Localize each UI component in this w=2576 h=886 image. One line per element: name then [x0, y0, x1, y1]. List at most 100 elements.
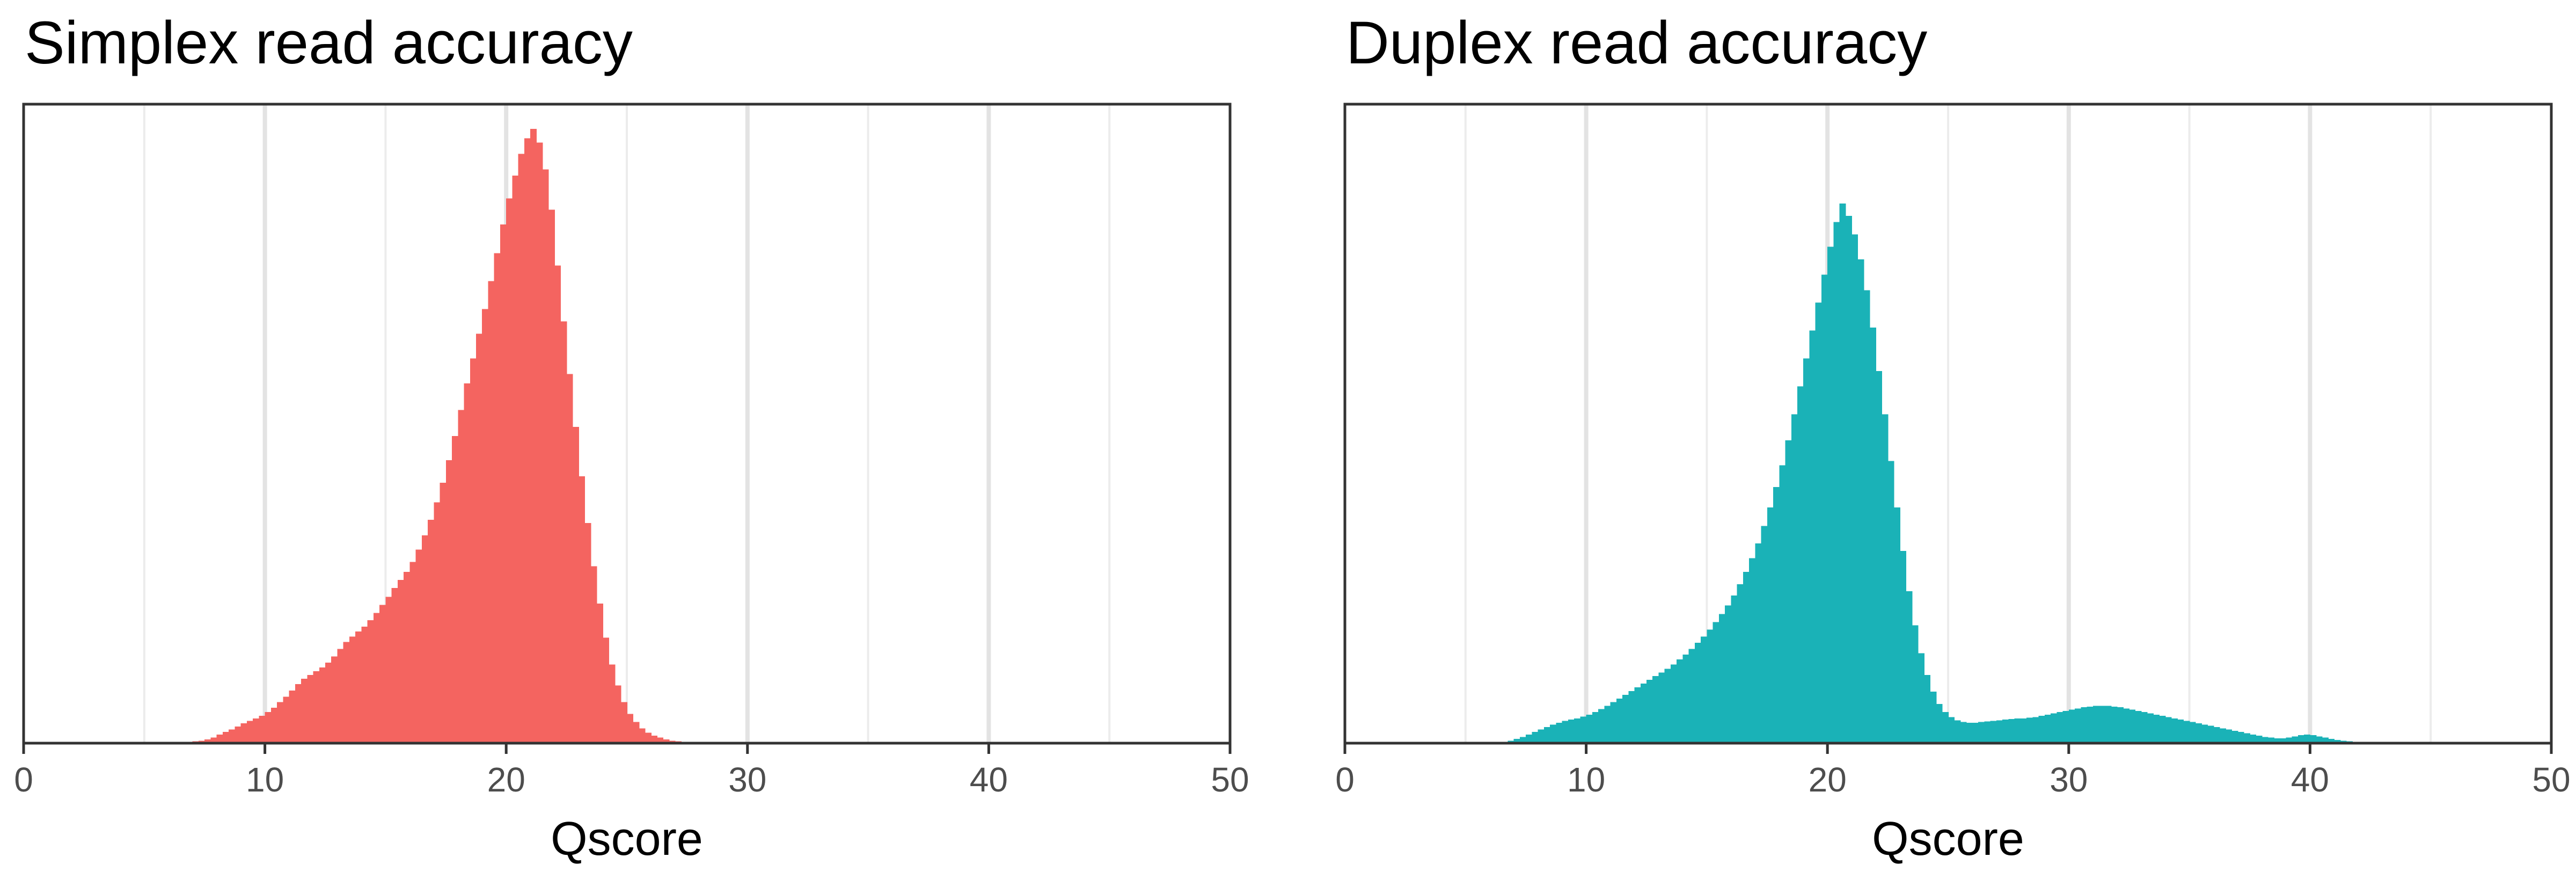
histogram-bar: [1538, 729, 1545, 743]
histogram-bar: [1797, 386, 1804, 743]
histogram-bar: [506, 198, 513, 743]
histogram-bar: [2123, 708, 2129, 743]
histogram-bar: [2237, 732, 2244, 743]
histogram-bar: [2201, 724, 2208, 743]
histogram-bar: [415, 549, 422, 743]
histogram-bar: [355, 631, 362, 743]
x-tick-label: 30: [2050, 760, 2088, 799]
histogram-bar: [1574, 718, 1581, 743]
histogram-bar: [1984, 721, 1991, 743]
histogram-bar: [1682, 654, 1689, 743]
histogram-bar: [2328, 738, 2335, 743]
histogram-bar: [639, 728, 646, 743]
histogram-bar: [1906, 591, 1913, 743]
histogram-bar: [2189, 722, 2196, 743]
histogram-bar: [1640, 684, 1647, 743]
histogram-bar: [1900, 550, 1907, 743]
histogram-bar: [1966, 722, 1973, 743]
histogram-bar: [1948, 717, 1955, 743]
histogram-bar: [222, 732, 229, 743]
x-tick-label: 40: [970, 760, 1008, 799]
histogram-bar: [1869, 327, 1876, 743]
histogram-bar: [307, 674, 314, 743]
histogram-bar: [1887, 461, 1894, 743]
histogram-bar: [1737, 584, 1744, 743]
histogram-bar: [343, 642, 350, 743]
histogram-bar: [2117, 707, 2124, 743]
histogram-bar: [2057, 712, 2063, 743]
histogram-bar: [1526, 734, 1533, 743]
histogram-bar: [566, 374, 573, 743]
x-tick-label: 50: [2532, 760, 2570, 799]
histogram-bar: [627, 714, 634, 743]
histogram-bar: [2322, 737, 2329, 743]
histogram-bar: [2147, 713, 2154, 743]
histogram-bar: [1785, 440, 1792, 743]
histogram-bar: [1646, 680, 1653, 743]
histogram-bar: [530, 129, 537, 743]
histogram-bar: [1833, 222, 1840, 744]
histogram-bar: [1942, 712, 1949, 743]
histogram-bar: [1731, 595, 1738, 743]
histogram-bar: [2051, 713, 2058, 743]
histogram-bar: [512, 175, 519, 744]
x-tick-label: 30: [728, 760, 766, 799]
histogram-bar: [1882, 414, 1889, 743]
histogram-bar: [1543, 727, 1550, 743]
x-tick-label: 50: [1211, 760, 1249, 799]
histogram-bar: [2129, 709, 2136, 743]
histogram-panel-duplex: 0 10 20 30 40 50 Qscore Duplex read accuracy: [1335, 9, 2570, 865]
histogram-bar: [1803, 358, 1810, 743]
x-tick-label: 10: [246, 760, 284, 799]
x-axis-title: Qscore: [551, 812, 703, 865]
histogram-bar: [482, 309, 489, 743]
histogram-bar: [488, 281, 495, 743]
histogram-bar: [2081, 707, 2088, 743]
x-axis: 0 10 20 30 40 50: [1335, 743, 2571, 799]
histogram-bar: [434, 502, 441, 743]
histogram-bar: [1658, 672, 1665, 743]
histogram-bar: [283, 696, 290, 743]
histogram-bar: [1791, 414, 1798, 743]
histogram-bar: [1827, 246, 1834, 743]
histogram-bar: [663, 739, 670, 743]
histogram-bar: [301, 678, 308, 743]
histogram-bar: [2002, 720, 2009, 743]
histogram-bar: [289, 690, 296, 743]
histogram-bar: [524, 138, 531, 743]
histogram-bar: [1930, 692, 1937, 743]
histogram-bar: [536, 142, 543, 743]
histogram-bar: [1713, 622, 1719, 743]
histogram-bar: [277, 702, 284, 743]
histogram-bar: [235, 726, 241, 743]
x-axis-title: Qscore: [1872, 812, 2024, 865]
histogram-bar: [2135, 710, 2142, 743]
histogram-bar: [1694, 642, 1701, 743]
histogram-bar: [494, 253, 501, 743]
histogram-bar: [1513, 738, 1520, 743]
histogram-bar: [2105, 706, 2112, 743]
histogram-bar: [1954, 720, 1961, 743]
histogram-bar: [1960, 722, 1967, 743]
histogram-bar: [1586, 714, 1593, 743]
histogram-bar: [584, 522, 591, 743]
histogram-bar: [409, 562, 416, 743]
x-tick-label: 20: [1809, 760, 1847, 799]
histogram-bar: [1936, 704, 1943, 743]
histogram-bar: [620, 702, 627, 743]
histogram-bar: [2183, 721, 2190, 743]
histogram-bar: [391, 588, 398, 743]
histogram-bar: [2062, 710, 2069, 743]
histogram-bar: [1743, 572, 1750, 743]
histogram-bar: [2267, 737, 2274, 743]
histogram-bar: [2171, 718, 2178, 743]
x-tick-label: 20: [487, 760, 525, 799]
histogram-bar: [452, 436, 459, 743]
histogram-bar: [1604, 706, 1611, 743]
histogram-bar: [1839, 203, 1846, 743]
histogram-bar: [1924, 674, 1931, 743]
histogram-bar: [560, 321, 567, 743]
x-axis: 0 10 20 30 40 50: [14, 743, 1249, 799]
histogram-bar: [1857, 259, 1864, 743]
